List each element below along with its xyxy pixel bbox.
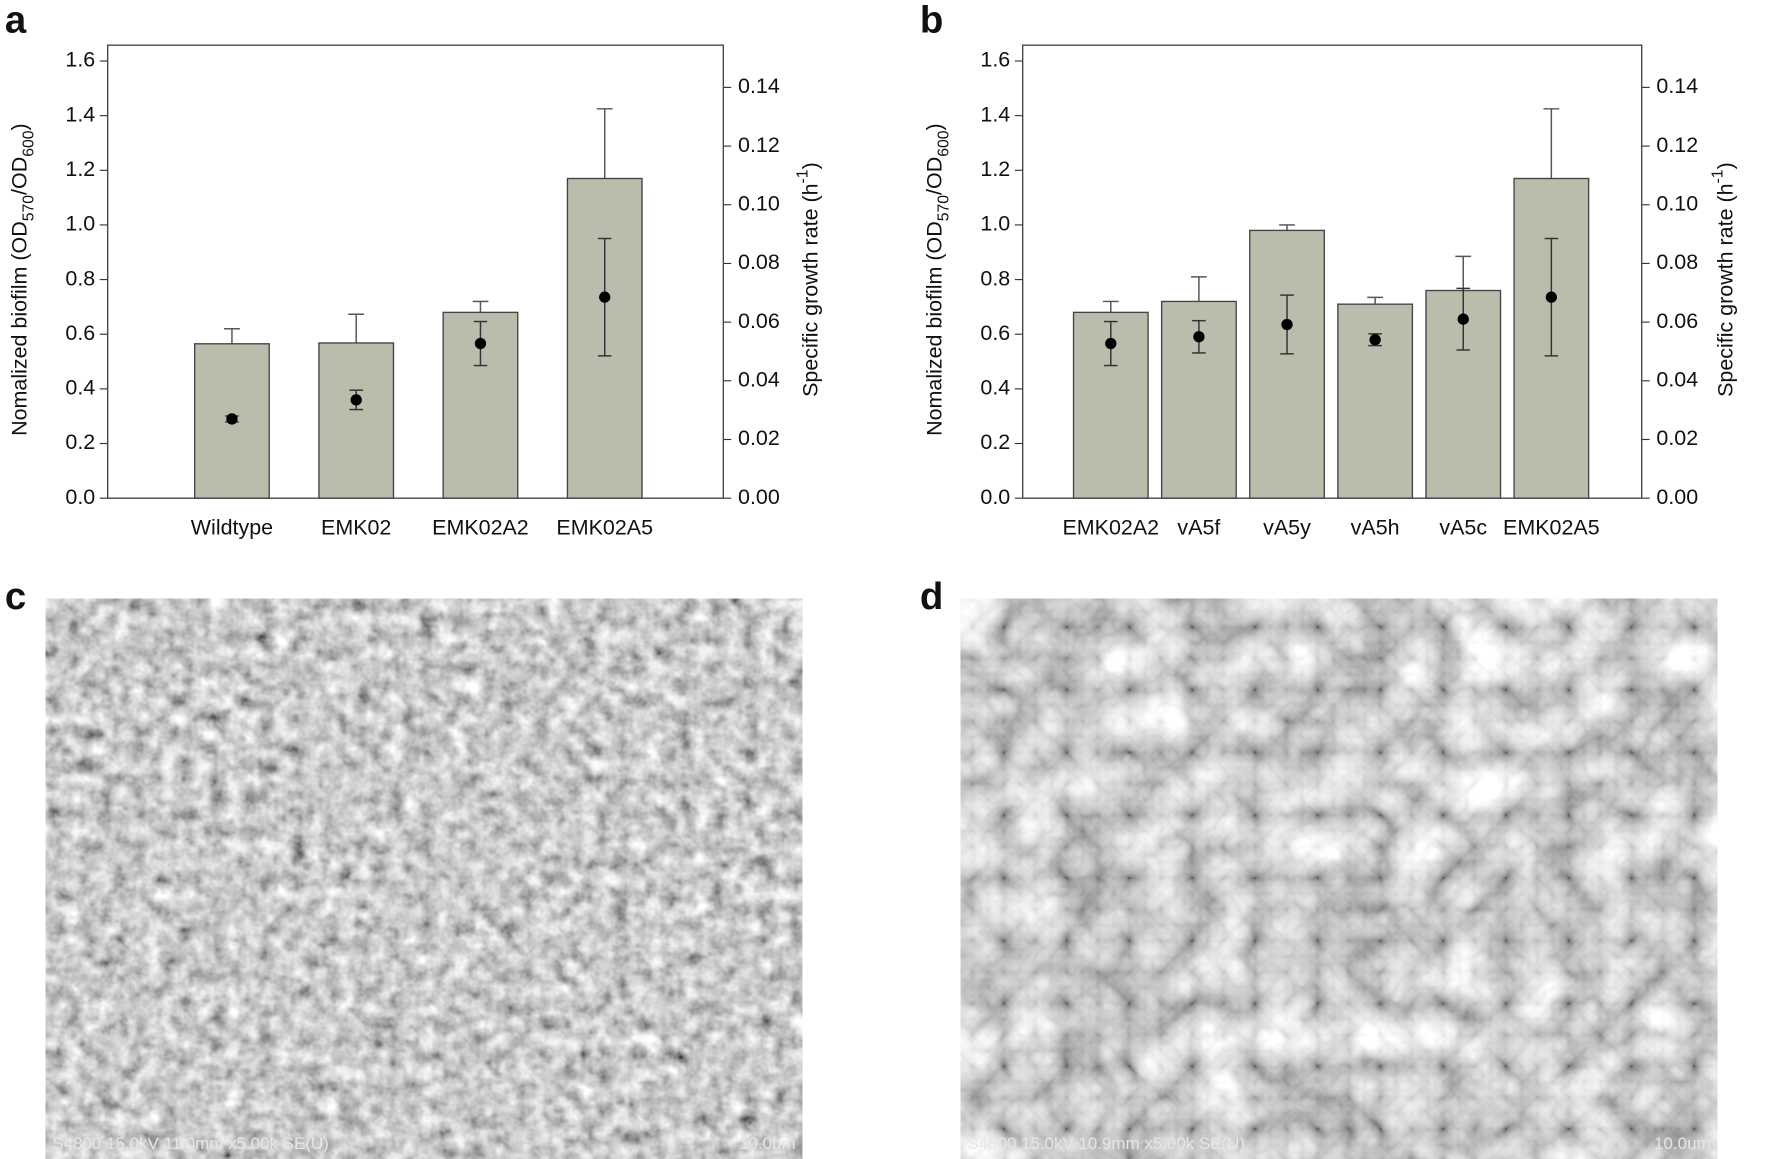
y2-tick-label: 0.04 <box>1656 367 1698 391</box>
sem-scale: 10.0um <box>1654 1134 1711 1153</box>
axis-label-part: 570 <box>20 195 37 222</box>
y-tick-label: 1.4 <box>980 102 1010 126</box>
y-tick-label: 1.4 <box>65 102 95 126</box>
y-tick-label: 1.2 <box>65 157 95 181</box>
axis-label-part: Nomalized biofilm (OD <box>7 221 31 436</box>
y2-tick-label: 0.06 <box>1656 309 1698 333</box>
panel-label: a <box>5 0 27 42</box>
point <box>350 394 362 406</box>
sem-texture <box>960 598 1718 1159</box>
y-tick-label: 1.0 <box>65 212 95 236</box>
y-tick-label: 1.2 <box>980 157 1010 181</box>
y-tick-label: 0.8 <box>65 266 95 290</box>
y2-tick-label: 0.10 <box>738 191 780 215</box>
x-tick-label: vA5f <box>1177 515 1220 539</box>
axis-label-part: -1 <box>1709 169 1726 183</box>
y2-tick-label: 0.14 <box>738 74 780 98</box>
x-tick-label: EMK02A2 <box>1062 515 1159 539</box>
axis-label-part: Nomalized biofilm (OD <box>922 221 946 436</box>
y-tick-label: 0.4 <box>980 376 1010 400</box>
sem-texture <box>45 598 803 1159</box>
y-tick-label: 1.6 <box>980 48 1010 72</box>
x-tick-label: Wildtype <box>191 515 273 539</box>
axis-label-part: Specific growth rate (h <box>1713 183 1737 396</box>
x-tick-label: EMK02 <box>321 515 391 539</box>
y2-tick-label: 0.02 <box>738 426 780 450</box>
point <box>1545 291 1557 303</box>
y2-tick-label: 0.12 <box>738 133 780 157</box>
y-tick-label: 0.8 <box>980 266 1010 290</box>
x-tick-label: vA5y <box>1263 515 1311 539</box>
point <box>474 337 487 350</box>
bar <box>318 342 395 499</box>
plot-frame <box>107 44 725 499</box>
plot-frame <box>1022 44 1643 499</box>
y-tick-label: 0.2 <box>65 430 95 454</box>
y2-tick-label: 0.02 <box>1656 426 1698 450</box>
axis-label: Specific growth rate (h-1) <box>794 162 822 397</box>
y2-tick-label: 0.08 <box>1656 250 1698 274</box>
point <box>226 413 238 425</box>
point <box>1369 334 1381 346</box>
axis-label-part: ) <box>922 123 946 130</box>
y-tick-label: 0.0 <box>65 485 95 509</box>
panel-label: b <box>920 0 943 42</box>
axis-label-part: 600 <box>935 130 952 157</box>
y-tick-label: 0.4 <box>65 376 95 400</box>
y2-tick-label: 0.00 <box>738 485 780 509</box>
point <box>1281 318 1293 331</box>
y2-tick-label: 0.00 <box>1656 485 1698 509</box>
sem-caption: S4800 15.0kV 11.0mm x5.00k SE(U) <box>52 1134 328 1153</box>
y-tick-label: 1.0 <box>980 212 1010 236</box>
sem-caption: S4800 15.0kV 10.9mm x5.00k SE(U) <box>967 1134 1245 1153</box>
axis-label: Nomalized biofilm (OD570/OD600) <box>7 123 37 436</box>
y-tick-label: 1.6 <box>65 48 95 72</box>
x-tick-label: vA5h <box>1351 515 1400 539</box>
axis-label: Nomalized biofilm (OD570/OD600) <box>922 123 952 436</box>
point <box>1193 331 1205 343</box>
sem-scale: 10.0um <box>739 1134 796 1153</box>
x-tick-label: EMK02A5 <box>1503 515 1600 539</box>
y2-tick-label: 0.12 <box>1656 133 1698 157</box>
axis-label-part: /OD <box>7 157 31 195</box>
panel-label: d <box>920 575 943 618</box>
axis-label: Specific growth rate (h-1) <box>1709 162 1737 397</box>
point <box>1457 313 1469 325</box>
axis-label-part: ) <box>798 162 822 169</box>
y2-tick-label: 0.06 <box>738 309 780 333</box>
axis-label-part: ) <box>7 123 31 130</box>
y2-tick-label: 0.08 <box>738 250 780 274</box>
bar <box>1249 229 1325 499</box>
y-tick-label: 0.0 <box>980 485 1010 509</box>
panel-label: c <box>5 575 26 618</box>
point <box>599 291 611 303</box>
y-tick-label: 0.6 <box>980 321 1010 345</box>
axis-label-part: ) <box>1713 162 1737 169</box>
y2-tick-label: 0.10 <box>1656 191 1698 215</box>
x-tick-label: EMK02A5 <box>556 515 653 539</box>
x-tick-label: vA5c <box>1439 515 1487 539</box>
y-tick-label: 0.2 <box>980 430 1010 454</box>
x-tick-label: EMK02A2 <box>432 515 529 539</box>
axis-label-part: Specific growth rate (h <box>798 183 822 396</box>
y2-tick-label: 0.04 <box>738 367 780 391</box>
axis-label-part: 600 <box>20 130 37 157</box>
axis-label-part: 570 <box>935 195 952 222</box>
axis-label-part: /OD <box>922 157 946 195</box>
y2-tick-label: 0.14 <box>1656 74 1698 98</box>
axis-label-part: -1 <box>794 169 811 183</box>
point <box>1105 337 1117 350</box>
y-tick-label: 0.6 <box>65 321 95 345</box>
